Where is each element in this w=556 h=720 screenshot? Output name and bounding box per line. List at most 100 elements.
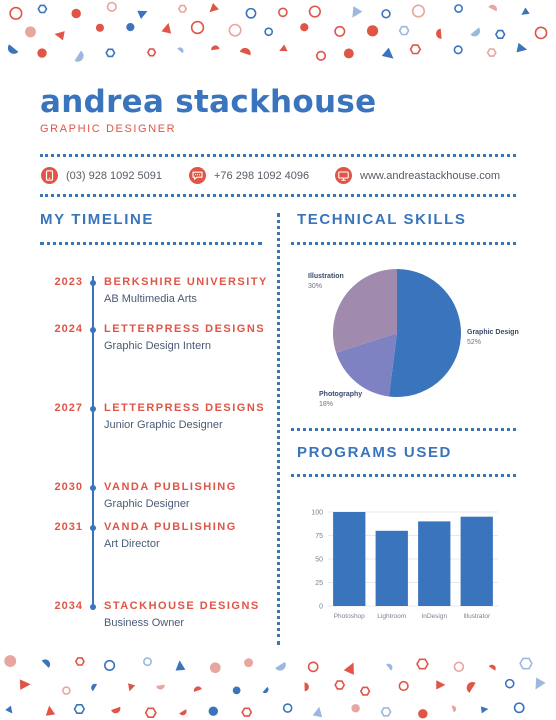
skills-title: TECHNICAL SKILLS xyxy=(297,211,467,228)
confetti-shape xyxy=(126,22,135,32)
confetti-shape xyxy=(161,22,172,34)
programs-divider xyxy=(291,474,516,477)
timeline-year: 2024 xyxy=(54,323,83,335)
confetti-shape xyxy=(9,6,23,20)
confetti-shape xyxy=(366,25,379,37)
column-divider xyxy=(277,213,280,645)
confetti-shape xyxy=(436,28,442,39)
confetti-shape xyxy=(466,682,476,693)
confetti-shape xyxy=(74,50,84,62)
bar xyxy=(333,512,366,606)
programs-divider-top xyxy=(291,428,516,431)
bar xyxy=(460,516,493,606)
confetti-shape xyxy=(105,48,116,58)
pie-slice xyxy=(388,269,461,397)
timeline-entry: 2031 VANDA PUBLISHING Art Director xyxy=(0,521,270,557)
confetti-shape xyxy=(106,1,117,12)
pie-value-label: 30% xyxy=(308,283,322,290)
programs-bar-chart: 0 25 50 75 100 Photoshop Lightroom InDesign Illu… xyxy=(311,510,498,620)
confetti-shape xyxy=(19,679,31,690)
confetti-shape xyxy=(264,27,274,37)
timeline-entry: 2023 BERKSHIRE UNIVERSITY AB Multimedia … xyxy=(0,276,270,312)
confetti-shape xyxy=(516,42,528,53)
confetti-shape xyxy=(209,662,221,674)
confetti-shape xyxy=(343,48,354,59)
timeline-entry: 2024 LETTERPRESS DESIGNS Graphic Design … xyxy=(0,323,270,359)
timeline-dot xyxy=(90,485,96,491)
timeline-year: 2031 xyxy=(54,521,83,533)
confetti-shape xyxy=(398,680,409,692)
confetti-shape xyxy=(488,4,497,12)
timeline-entry: 2034 STACKHOUSE DESIGNS Business Owner xyxy=(0,600,270,636)
confetti-shape xyxy=(74,657,85,666)
confetti-shape xyxy=(143,657,152,667)
x-tick-label: InDesign xyxy=(421,613,447,620)
confetti-shape xyxy=(416,658,429,670)
timeline-org: LETTERPRESS DESIGNS xyxy=(104,402,266,414)
confetti-shape xyxy=(282,703,293,713)
confetti-shape xyxy=(312,706,323,718)
bar xyxy=(375,530,408,606)
confetti-shape xyxy=(300,23,309,32)
timeline-dot xyxy=(90,525,96,531)
confetti-shape xyxy=(513,702,525,714)
phone-icon xyxy=(41,167,58,184)
confetti-shape xyxy=(436,680,446,690)
timeline-year: 2030 xyxy=(54,481,83,493)
timeline-dot xyxy=(90,280,96,286)
y-tick-label: 75 xyxy=(315,533,323,540)
confetti-shape xyxy=(307,661,319,673)
timeline-year: 2023 xyxy=(54,276,83,288)
confetti-shape xyxy=(411,4,426,18)
confetti-shape xyxy=(54,31,65,41)
confetti-shape xyxy=(409,44,422,55)
timeline-dot xyxy=(90,604,96,610)
confetti-shape xyxy=(209,2,219,13)
confetti-shape xyxy=(190,20,205,35)
confetti-shape xyxy=(244,658,254,668)
timeline-org: VANDA PUBLISHING xyxy=(104,521,237,533)
confetti-shape xyxy=(5,705,13,714)
timeline-year: 2034 xyxy=(54,600,83,612)
resume-role: GRAPHIC DESIGNER xyxy=(40,123,177,135)
skills-divider xyxy=(291,242,516,245)
confetti-shape xyxy=(37,4,48,14)
pie-label: Graphic Design xyxy=(467,329,519,336)
timeline-role: Junior Graphic Designer xyxy=(104,419,223,431)
x-tick-label: Lightroom xyxy=(377,613,406,620)
confetti-shape xyxy=(494,29,506,40)
confetti-shape xyxy=(239,47,251,56)
chat-icon xyxy=(189,167,206,184)
monitor-icon xyxy=(335,167,352,184)
confetti-shape xyxy=(91,683,98,692)
confetti-shape xyxy=(156,684,165,690)
confetti-shape xyxy=(211,45,220,51)
x-tick-label: Photoshop xyxy=(334,613,365,620)
confetti-shape xyxy=(177,47,184,54)
confetti-shape xyxy=(278,7,288,18)
confetti-shape xyxy=(334,680,346,690)
y-tick-label: 100 xyxy=(311,510,323,517)
programs-title: PROGRAMS USED xyxy=(297,444,452,461)
contact-website-text[interactable]: www.andreastackhouse.com xyxy=(360,169,501,182)
bar xyxy=(418,521,451,606)
confetti-shape xyxy=(193,686,202,692)
timeline-role: Graphic Designer xyxy=(104,498,190,510)
confetti-shape xyxy=(386,663,393,671)
timeline-role: Art Director xyxy=(104,538,160,550)
confetti-shape xyxy=(71,8,81,19)
contact-mobile: +76 298 1092 4096 xyxy=(189,167,309,184)
confetti-shape xyxy=(418,709,428,719)
confetti-shape xyxy=(245,7,257,19)
timeline-entry: 2030 VANDA PUBLISHING Graphic Designer xyxy=(0,481,270,517)
confetti-shape xyxy=(380,707,392,717)
resume-name: andrea stackhouse xyxy=(40,84,377,120)
pie-slice xyxy=(333,269,397,353)
confetti-shape xyxy=(208,706,218,716)
pie-value-label: 52% xyxy=(467,339,481,346)
confetti-shape xyxy=(343,662,354,675)
confetti-shape xyxy=(334,25,346,37)
pie-label: Photography xyxy=(319,391,362,398)
confetti-shape xyxy=(351,704,360,713)
timeline-role: Business Owner xyxy=(104,617,185,629)
